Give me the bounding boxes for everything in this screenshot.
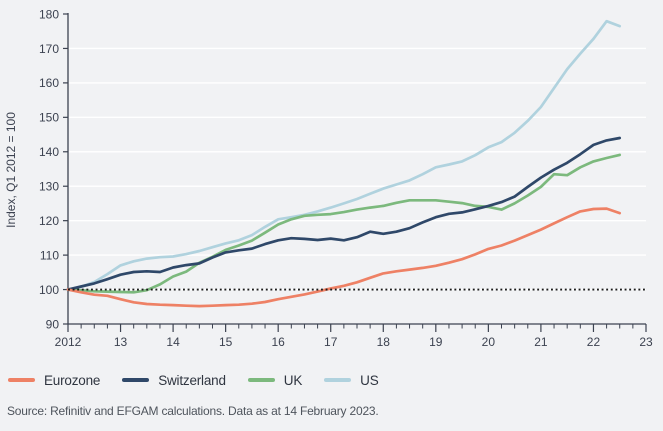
x-tick-label-2017: 17: [324, 335, 338, 349]
legend-item-uk: UK: [247, 372, 303, 388]
switzerland-line-swatch: [122, 378, 150, 382]
legend-label-eurozone: Eurozone: [44, 372, 101, 388]
y-tick-label-120: 120: [39, 214, 59, 228]
series-line-eurozone: [66, 207, 622, 308]
y-tick-label-110: 110: [40, 248, 59, 262]
x-tick-label-2021: 21: [534, 335, 548, 349]
y-tick-label-170: 170: [39, 42, 59, 56]
y-tick-label-90: 90: [46, 317, 60, 331]
y-tick-label-160: 160: [39, 76, 59, 90]
x-tick-label-2012: 2012: [55, 335, 82, 349]
x-tick-label-2015: 15: [219, 335, 233, 349]
legend-item-eurozone: Eurozone: [8, 373, 100, 388]
x-tick-label-2020: 20: [482, 335, 496, 349]
legend-label-uk: UK: [283, 372, 303, 388]
x-tick-label-2014: 14: [166, 335, 180, 349]
series-line-switzerland: [66, 136, 622, 291]
y-tick-label-150: 150: [39, 111, 59, 125]
legend-item-us: US: [324, 372, 379, 388]
x-tick-label-2019: 19: [429, 335, 443, 349]
x-tick-label-2023: 23: [639, 335, 653, 349]
legend-label-switzerland: Switzerland: [158, 372, 226, 388]
legend-item-switzerland: Switzerland: [122, 373, 226, 388]
index-line-chart: 90 100 110 120 130 140 150 160 170 180 2012 13 14 15 1…: [4, 7, 653, 349]
legend-label-us: US: [360, 372, 379, 388]
source-note: Source: Refinitiv and EFGAM calculations…: [7, 404, 379, 418]
y-tick-label-130: 130: [39, 180, 59, 194]
series-line-us: [66, 19, 622, 291]
x-tick-label-2022: 22: [587, 335, 601, 349]
y-tick-label-180: 180: [39, 7, 59, 21]
y-axis-title: Index, Q1 2012 = 100: [4, 112, 18, 228]
us-line-swatch: [324, 378, 352, 382]
eurozone-line-swatch: [8, 378, 35, 382]
uk-line-swatch: [247, 378, 275, 382]
chart-legend: Eurozone Switzerland UK US: [8, 368, 379, 392]
y-tick-label-100: 100: [39, 283, 59, 297]
x-tick-label-2018: 18: [377, 335, 391, 349]
y-tick-label-140: 140: [39, 145, 59, 159]
x-tick-label-2013: 13: [114, 335, 128, 349]
series-line-uk: [66, 153, 622, 294]
x-tick-label-2016: 16: [272, 335, 286, 349]
